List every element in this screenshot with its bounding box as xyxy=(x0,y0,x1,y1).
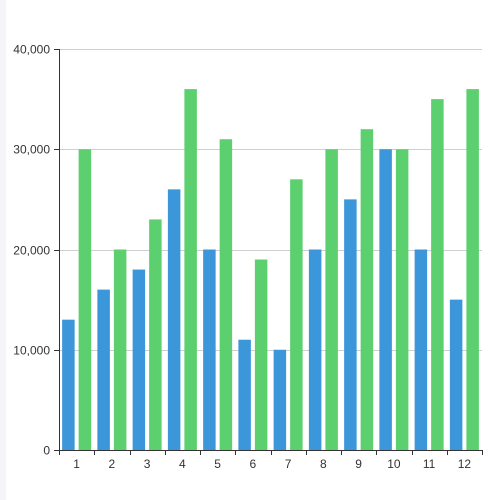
x-tick-label: 7 xyxy=(285,457,292,471)
bar-series2-cat11 xyxy=(431,99,444,451)
bar-series1-cat9 xyxy=(344,199,357,451)
x-tick-labels: 1 2 3 4 5 6 7 8 9 10 11 12 xyxy=(73,457,471,471)
bar-series1-cat2 xyxy=(97,289,110,450)
x-tick-label: 12 xyxy=(458,457,472,471)
x-tick-label: 10 xyxy=(387,457,401,471)
bar-series1-cat5 xyxy=(203,249,216,450)
x-tick-label: 8 xyxy=(320,457,327,471)
axes xyxy=(54,49,483,455)
bar-series1-cat6 xyxy=(238,339,251,450)
bar-series2-cat8 xyxy=(325,149,338,450)
bar-series1-cat4 xyxy=(167,189,181,450)
x-tick-label: 6 xyxy=(250,457,257,471)
bar-series1-cat1 xyxy=(62,319,75,450)
bar-series2-cat6 xyxy=(254,259,268,450)
x-tick-label: 3 xyxy=(144,457,151,471)
x-tick-label: 5 xyxy=(214,457,221,471)
y-tick-label: 0 xyxy=(43,444,50,458)
bar-series2-cat12 xyxy=(466,89,479,450)
x-tick-label: 9 xyxy=(355,457,362,471)
bar-series1-cat3 xyxy=(132,269,146,450)
y-tick-labels: 0 10,000 20,000 30,000 40,000 xyxy=(13,43,50,458)
bar-series2-cat3 xyxy=(149,219,162,450)
bar-series2-cat9 xyxy=(360,129,374,450)
x-tick-label: 11 xyxy=(423,457,436,471)
x-tick-label: 2 xyxy=(109,457,116,471)
grid-lines xyxy=(59,49,482,351)
bar-series2-cat2 xyxy=(113,249,127,450)
bar-series2-cat4 xyxy=(184,89,197,450)
x-tick-label: 4 xyxy=(179,457,186,471)
bar-series2-cat10 xyxy=(395,149,409,450)
y-tick-label: 20,000 xyxy=(13,244,50,258)
bar-series1-cat10 xyxy=(379,149,392,450)
bar-series1-cat12 xyxy=(449,299,463,451)
bar-series1-cat7 xyxy=(273,349,287,450)
bar-series2-cat5 xyxy=(219,139,233,450)
bar-series2-cat7 xyxy=(290,179,303,450)
y-tick-label: 10,000 xyxy=(13,344,50,358)
bar-series2-cat1 xyxy=(78,149,92,450)
bar-series1-cat8 xyxy=(308,249,322,450)
bar-series1-cat11 xyxy=(414,249,428,450)
bars xyxy=(62,89,479,451)
left-edge-strip xyxy=(0,0,6,500)
y-tick-label: 30,000 xyxy=(13,143,50,157)
x-tick-label: 1 xyxy=(73,457,80,471)
y-tick-label: 40,000 xyxy=(13,43,50,57)
